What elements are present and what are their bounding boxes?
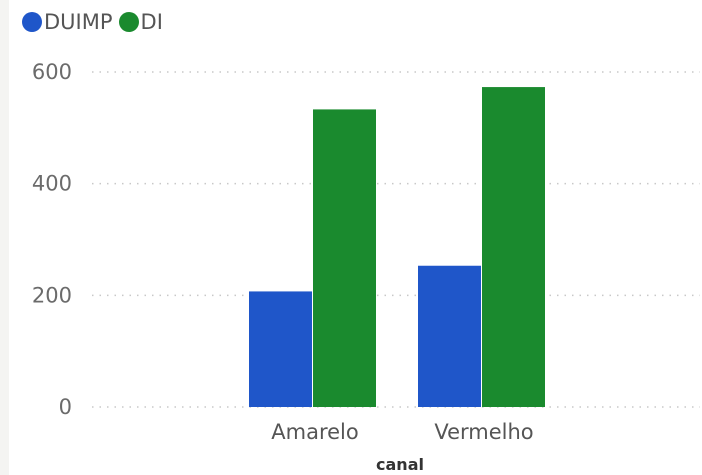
legend-marker-duimp <box>22 12 42 32</box>
x-tick-label: Amarelo <box>271 420 358 444</box>
bar-duimp-vermelho[interactable] <box>418 265 481 407</box>
legend-marker-di <box>118 12 139 32</box>
legend-label-di: DI <box>140 10 163 34</box>
y-tick-label: 200 <box>32 283 72 307</box>
bar-duimp-amarelo[interactable] <box>249 291 312 407</box>
y-tick-label: 400 <box>32 172 72 196</box>
chart-legend: DUIMP DI <box>22 10 169 34</box>
x-tick-label: Vermelho <box>434 420 533 444</box>
legend-label-duimp: DUIMP <box>44 10 113 34</box>
bar-di-vermelho[interactable] <box>482 87 545 407</box>
legend-item-duimp[interactable]: DUIMP <box>22 10 113 34</box>
y-tick-label: 0 <box>59 395 72 419</box>
legend-item-di[interactable]: DI <box>118 10 163 34</box>
y-tick-label: 600 <box>32 60 72 84</box>
bar-di-amarelo[interactable] <box>313 109 376 408</box>
x-axis-title: canal <box>376 455 424 474</box>
